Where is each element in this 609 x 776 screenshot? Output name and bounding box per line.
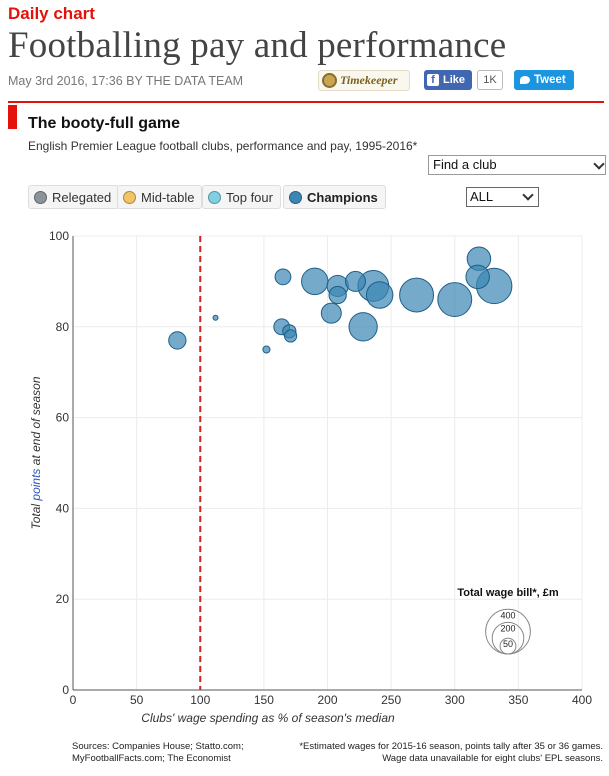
y-tick-label: 100 [49,229,69,243]
data-point [348,312,378,342]
data-point [399,277,435,313]
x-tick-label: 150 [254,693,274,707]
size-legend-label: 400 [500,610,515,620]
header-rule [8,101,604,103]
data-point [283,329,298,343]
y-tick-label: 60 [56,411,70,425]
y-axis-label-part: at end of season [29,376,43,468]
legend-label: Relegated [52,189,112,205]
y-tick-label: 20 [56,592,70,606]
season-select[interactable]: ALL [466,187,539,207]
legend-relegated-button[interactable]: Relegated [28,185,120,209]
data-point [212,314,219,321]
facebook-like-button[interactable]: f Like [424,70,472,90]
y-axis-label-part: points [29,469,43,502]
byline: May 3rd 2016, 17:36 BY THE DATA TEAM [8,74,244,88]
legend-midtable-button[interactable]: Mid-table [117,185,203,209]
data-point [262,345,271,354]
data-point [274,268,292,286]
x-tick-label: 400 [572,693,592,707]
find-club-select[interactable]: Find a club [428,155,606,175]
data-point [328,285,347,305]
tweet-button[interactable]: Tweet [514,70,574,90]
sources-note: Sources: Companies House; Statto.com; My… [72,741,244,765]
data-point [320,302,342,324]
x-tick-label: 100 [190,693,210,707]
sources-line-1: Sources: Companies House; Statto.com; [72,741,244,752]
timekeeper-button[interactable]: Timekeeper [318,70,410,91]
x-tick-label: 200 [317,693,337,707]
timekeeper-label: Timekeeper [340,73,398,87]
page-title: Footballing pay and performance [8,25,507,66]
data-point [301,267,329,296]
size-legend-label: 200 [500,623,515,633]
midtable-dot-icon [123,190,136,204]
chart-title-marker [8,105,17,129]
data-point [168,331,187,350]
x-tick-label: 250 [381,693,401,707]
y-tick-label: 40 [56,501,70,515]
size-legend-title: Total wage bill*, £m [457,587,558,599]
y-axis-label-part: Total [29,501,43,530]
facebook-icon: f [427,74,439,86]
relegated-dot-icon [34,190,47,204]
like-label: Like [443,74,466,86]
x-tick-label: 300 [445,693,465,707]
legend-label: Mid-table [141,189,195,205]
like-count: 1K [477,70,503,90]
timekeeper-clock-icon [322,73,337,88]
data-point [437,282,473,318]
chart-title: The booty-full game [28,115,180,132]
legend-label: Champions [307,189,378,205]
x-tick-label: 0 [70,693,77,707]
y-tick-label: 80 [56,320,70,334]
chart-subtitle: English Premier League football clubs, p… [28,139,418,153]
footnote: *Estimated wages for 2015-16 season, poi… [299,741,603,765]
legend-topfour-button[interactable]: Top four [202,185,281,209]
tweet-label: Tweet [534,74,566,86]
x-tick-label: 50 [130,693,144,707]
champions-dot-icon [289,190,302,204]
twitter-bird-icon [520,76,530,84]
legend-label: Top four [226,189,273,205]
footnote-line-1: *Estimated wages for 2015-16 season, poi… [299,741,603,752]
legend-champions-button[interactable]: Champions [283,185,386,209]
footnote-line-2: Wage data unavailable for eight clubs' E… [382,753,603,764]
y-tick-label: 0 [62,683,69,697]
kicker[interactable]: Daily chart [8,4,95,23]
x-axis-label: Clubs' wage spending as % of season's me… [141,711,395,725]
size-legend-circle [499,637,517,655]
y-axis-label: Total points at end of season [29,376,43,529]
topfour-dot-icon [208,190,221,204]
data-point [365,281,394,309]
season-select-value: ALL [470,189,494,204]
size-legend-label: 50 [503,639,513,649]
data-point [465,264,490,290]
data-point [344,270,366,292]
x-tick-label: 350 [508,693,528,707]
find-club-value: Find a club [433,157,497,172]
sources-line-2: MyFootballFacts.com; The Economist [72,753,231,764]
